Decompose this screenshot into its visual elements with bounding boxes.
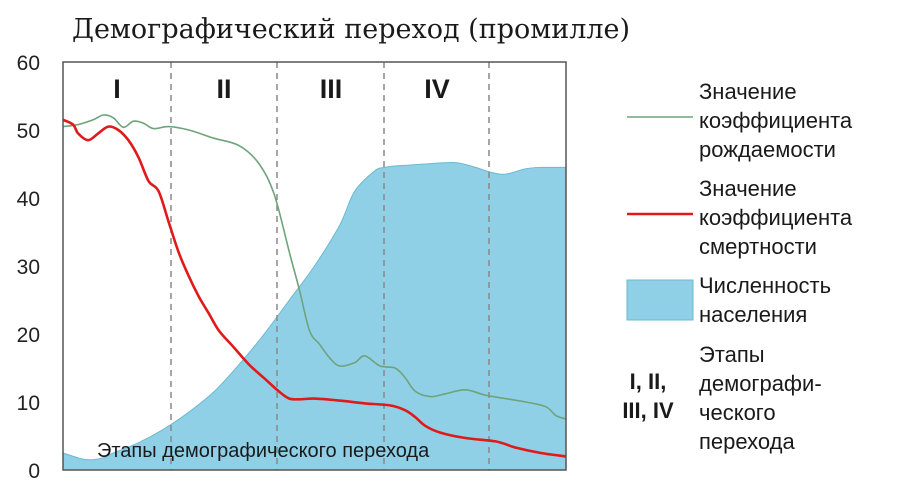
- y-tick-label: 60: [17, 52, 40, 75]
- legend-population-line-2: населения: [699, 302, 807, 327]
- y-axis: 0 10 20 30 40 50 60: [17, 52, 40, 483]
- population-area: [62, 161, 567, 471]
- legend-population-line-1: Численность: [699, 273, 831, 298]
- death-rate-line: [62, 118, 567, 458]
- legend-stages-marker-line-2: III, IV: [622, 398, 674, 423]
- y-tick-label: 30: [17, 256, 40, 279]
- y-tick-label: 10: [17, 392, 40, 415]
- legend-stages-line-2: демографи-: [699, 371, 822, 396]
- stage-label-1: I: [113, 74, 121, 104]
- legend-death-line-1: Значение: [699, 176, 797, 201]
- birth-rate-line: [62, 114, 567, 420]
- legend-stages-line-3: ческого: [699, 400, 776, 425]
- y-tick-label: 40: [17, 188, 40, 211]
- legend-stages-line-4: перехода: [699, 429, 795, 454]
- legend-birth-line-1: Значение: [699, 79, 797, 104]
- legend-stages-line-1: Этапы: [699, 342, 765, 367]
- legend-death-line-3: смертности: [699, 234, 817, 259]
- legend: Значение коэффициента рождаемости Значен…: [622, 79, 853, 454]
- legend-birth-line-2: коэффициента: [699, 108, 853, 133]
- stage-label-3: III: [320, 74, 343, 104]
- plot-frame: [62, 61, 567, 471]
- y-tick-label: 50: [17, 120, 40, 143]
- stage-label-2: II: [216, 74, 231, 104]
- legend-population-swatch: [626, 279, 694, 321]
- legend-death-line-2: коэффициента: [699, 205, 853, 230]
- y-tick-label: 0: [28, 460, 40, 483]
- chart-title: Демографический переход (промилле): [72, 14, 630, 45]
- legend-birth-line-3: рождаемости: [699, 137, 836, 162]
- legend-stages-marker-line-1: I, II,: [630, 369, 667, 394]
- stage-label-4: IV: [424, 74, 450, 104]
- stages-axis-label: Этапы демографического перехода: [97, 440, 430, 462]
- y-tick-label: 20: [17, 324, 40, 347]
